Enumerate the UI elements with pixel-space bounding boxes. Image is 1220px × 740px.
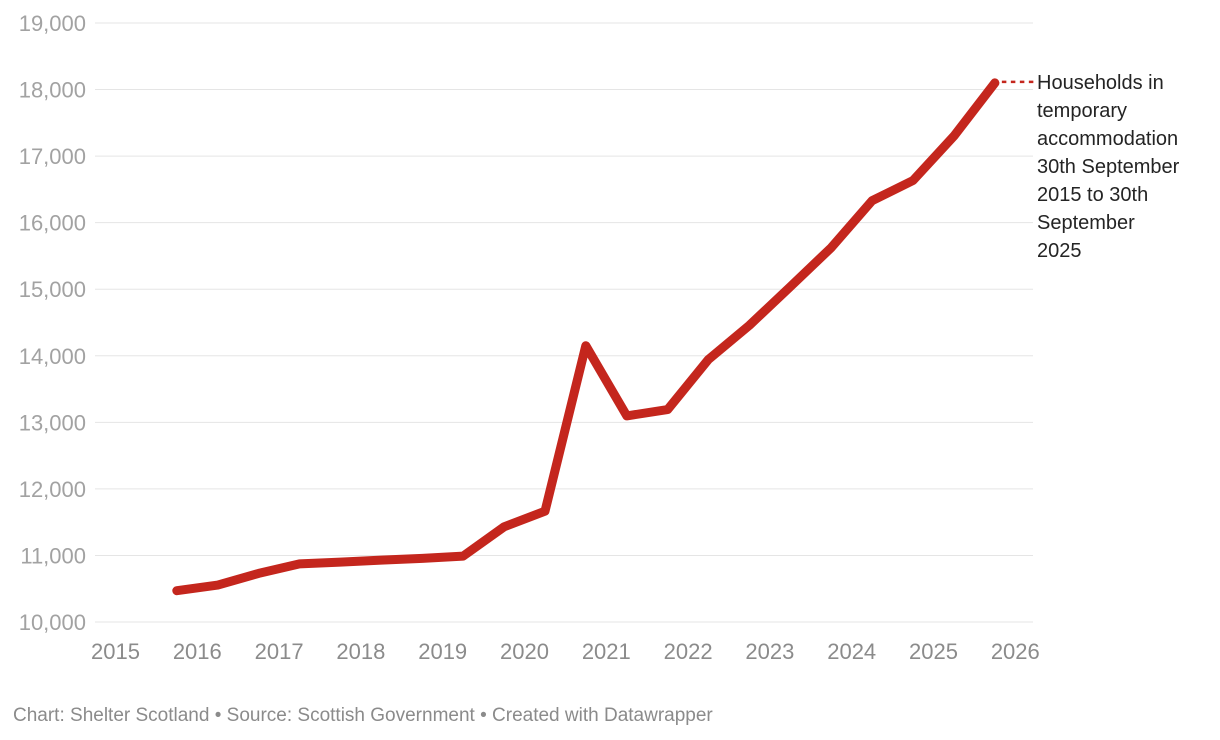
x-axis-tick-label: 2025 xyxy=(909,639,958,664)
series-direct-label: Households in temporary accommodation 30th … xyxy=(1037,69,1220,265)
x-axis-tick-label: 2016 xyxy=(173,639,222,664)
series-direct-label-line: 2015 to 30th xyxy=(1037,184,1149,206)
y-axis-tick-label: 18,000 xyxy=(19,78,86,103)
x-axis-tick-label: 2022 xyxy=(664,639,713,664)
x-axis-tick-label: 2015 xyxy=(91,639,140,664)
x-axis-tick-label: 2017 xyxy=(255,639,304,664)
y-axis-tick-label: 17,000 xyxy=(19,144,86,169)
series-direct-label-line: September xyxy=(1037,212,1135,234)
x-axis-tick-label: 2026 xyxy=(991,639,1040,664)
chart-attribution-footer: Chart: Shelter Scotland • Source: Scotti… xyxy=(13,705,713,726)
y-axis-tick-label: 11,000 xyxy=(20,543,86,568)
y-axis-tick-label: 15,000 xyxy=(19,277,86,302)
series-direct-label-line: accommodation xyxy=(1037,128,1179,150)
series-direct-label-line: temporary xyxy=(1037,100,1128,122)
y-axis-tick-label: 13,000 xyxy=(19,410,86,435)
series-direct-label-line: 30th September xyxy=(1037,156,1180,178)
x-axis-tick-label: 2021 xyxy=(582,639,631,664)
y-axis-tick-label: 19,000 xyxy=(19,11,86,36)
y-axis-tick-label: 14,000 xyxy=(19,344,86,369)
data-series-line xyxy=(172,78,1000,596)
line-chart-svg: 10,000 11,000 12,000 13,000 14,000 15,000 16,0… xyxy=(19,11,1040,664)
x-axis-tick-label: 2023 xyxy=(745,639,794,664)
series-direct-label-line: Households in xyxy=(1037,72,1164,94)
x-axis-tick-label: 2024 xyxy=(827,639,876,664)
x-axis-tick-label: 2020 xyxy=(500,639,549,664)
y-axis-tick-label: 12,000 xyxy=(19,477,86,502)
x-axis-tick-label: 2019 xyxy=(418,639,467,664)
y-axis-tick-label: 16,000 xyxy=(19,211,86,236)
series-direct-label-line: 2025 xyxy=(1037,240,1082,262)
y-axis-tick-label: 10,000 xyxy=(19,610,86,635)
x-axis-tick-label: 2018 xyxy=(336,639,385,664)
